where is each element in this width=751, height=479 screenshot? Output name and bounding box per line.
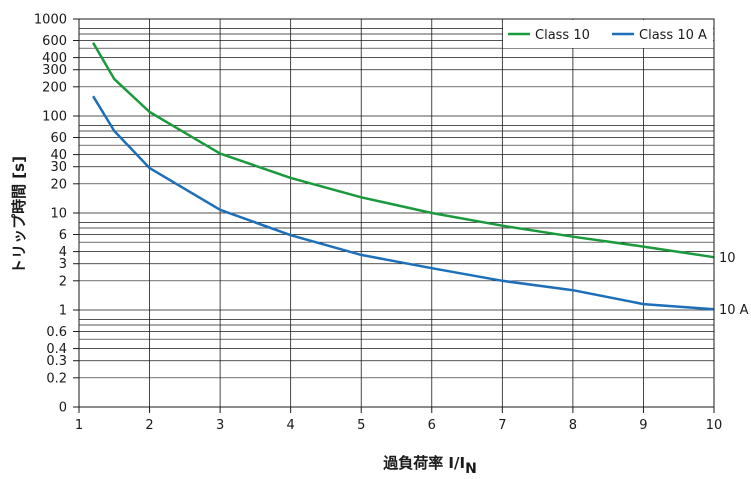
y-tick-label: 2 <box>59 274 67 289</box>
y-tick-label: 20 <box>50 177 67 192</box>
legend: Class 10 Class 10 A <box>503 20 713 48</box>
x-tick-label: 9 <box>639 418 647 433</box>
y-tick-label: 300 <box>42 63 67 78</box>
y-tick-label: 0.3 <box>46 354 67 369</box>
y-tick-label: 0 <box>59 401 67 416</box>
y-tick-label: 4 <box>59 245 67 260</box>
y-tick-label: 10 <box>50 207 67 222</box>
x-tick-label: 3 <box>216 418 224 433</box>
y-tick-label: 0.4 <box>46 342 67 357</box>
y-tick-label: 30 <box>50 160 67 175</box>
y-tick-label: 200 <box>42 80 67 95</box>
x-axis-title-main: 過負荷率 I/I <box>382 454 465 472</box>
series-line-class-10 <box>92 42 715 259</box>
plot-frame <box>78 18 715 408</box>
y-tick-label: 0.2 <box>46 371 67 386</box>
x-tick-label: 8 <box>569 418 577 433</box>
y-tick-label: 100 <box>42 110 67 125</box>
x-axis-title-subscript: N <box>465 461 477 477</box>
x-tick-label: 2 <box>145 418 153 433</box>
legend-label-class-10: Class 10 <box>535 28 590 43</box>
y-tick-label: 0.6 <box>46 325 67 340</box>
y-tick-label: 3 <box>59 257 67 272</box>
y-tick-label: 6 <box>59 228 67 243</box>
legend-box <box>503 20 713 48</box>
series-end-labels: 10 10 A <box>719 251 749 318</box>
x-tick-label: 6 <box>428 418 436 433</box>
x-tick-label: 5 <box>357 418 365 433</box>
x-tick-label: 10 <box>706 418 723 433</box>
series-line-class-10-a <box>92 95 715 311</box>
x-tick-label: 4 <box>287 418 295 433</box>
series-end-label: 10 <box>719 251 736 266</box>
x-tick-labels: 1 2 3 4 5 6 7 8 9 10 <box>75 407 722 433</box>
y-tick-label: 1 <box>59 304 67 319</box>
grid <box>78 18 715 407</box>
y-tick-label: 40 <box>50 148 67 163</box>
y-axis-title: トリップ時間 [s] <box>10 156 28 274</box>
series-end-label: 10 A <box>719 303 749 318</box>
x-axis-title: 過負荷率 I/IN <box>382 454 477 477</box>
series-lines <box>92 42 715 311</box>
y-tick-label: 400 <box>42 51 67 66</box>
legend-label-class-10-a: Class 10 A <box>639 28 707 43</box>
y-tick-label: 1000 <box>34 13 67 28</box>
y-tick-label: 600 <box>42 34 67 49</box>
x-tick-label: 1 <box>75 418 83 433</box>
y-tick-label: 60 <box>50 131 67 146</box>
x-tick-label: 7 <box>498 418 506 433</box>
